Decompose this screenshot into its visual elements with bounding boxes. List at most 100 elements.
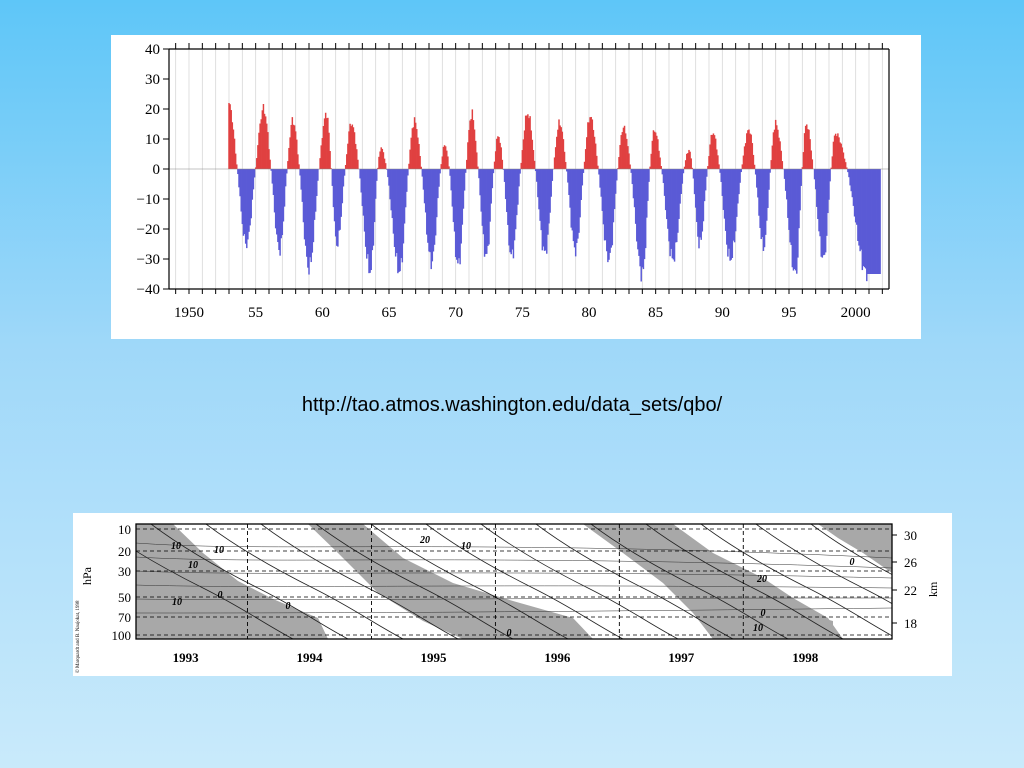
easterly-bar — [793, 169, 796, 269]
westerly-bar — [528, 118, 530, 169]
easterly-bar — [851, 169, 854, 198]
easterly-bar — [568, 169, 570, 196]
easterly-bar — [818, 169, 820, 232]
westerly-bar — [832, 141, 835, 169]
westerly-bar — [233, 138, 236, 169]
westerly-bar — [324, 112, 327, 169]
contour-value-label: 10 — [461, 541, 471, 552]
easterly-bar — [489, 169, 491, 222]
westerly-bar — [596, 155, 598, 169]
westerly-bar — [468, 129, 470, 169]
shaded-region — [818, 524, 892, 573]
easterly-bar — [787, 169, 789, 218]
westerly-bar — [658, 150, 660, 169]
easterly-bar — [728, 169, 730, 249]
westerly-bar — [530, 130, 532, 169]
easterly-bar — [390, 169, 392, 211]
westerly-bar — [381, 148, 384, 169]
easterly-bar — [514, 169, 517, 230]
easterly-bar — [299, 169, 301, 176]
easterly-bar — [598, 169, 600, 175]
source-url[interactable]: http://tao.atmos.washington.edu/data_set… — [301, 394, 723, 416]
easterly-bar — [547, 169, 549, 235]
westerly-bar — [418, 143, 420, 169]
easterly-bar — [362, 169, 365, 216]
westerly-bar — [713, 135, 716, 169]
easterly-bar — [643, 169, 646, 260]
westerly-bar — [558, 119, 560, 169]
easterly-bar — [667, 169, 669, 229]
westerly-bar — [652, 130, 655, 169]
westerly-bar — [808, 129, 810, 169]
westerly-bar — [447, 156, 449, 169]
westerly-bar — [297, 154, 299, 169]
easterly-bar — [506, 169, 508, 213]
easterly-bar — [754, 169, 757, 175]
easterly-bar — [519, 169, 521, 174]
easterly-bar — [537, 169, 539, 198]
easterly-bar — [282, 169, 285, 222]
shaded-region — [583, 524, 843, 639]
westerly-bar — [846, 167, 848, 169]
plot-frame — [135, 523, 893, 640]
easterly-bar — [601, 169, 604, 211]
y-tick-labels: 40 30 20 10 0 −10 −20 −30 −40 — [137, 42, 160, 298]
easterly-bar — [760, 169, 762, 240]
y-tick-label: 10 — [145, 132, 160, 148]
easterly-bar — [453, 169, 456, 232]
westerly-bar — [470, 119, 472, 169]
westerly-bar — [348, 131, 350, 169]
westerly-bar — [770, 160, 772, 169]
westerly-bar — [689, 151, 691, 169]
easterly-bar — [848, 169, 850, 178]
contour-value-label: 10 — [214, 545, 224, 556]
westerly-bar — [717, 155, 719, 169]
easterly-bar — [364, 169, 367, 247]
westerly-bar — [747, 130, 749, 169]
westerly-bar — [591, 119, 594, 169]
contour-value-label: 10 — [753, 623, 763, 634]
westerly-bar — [357, 159, 359, 169]
easterly-bar — [439, 169, 441, 174]
easterly-bar — [428, 169, 430, 252]
easterly-bar — [758, 169, 760, 216]
westerly-bar — [657, 139, 659, 169]
westerly-bar — [771, 145, 774, 169]
easterly-bar — [864, 169, 867, 269]
easterly-bar — [646, 169, 648, 218]
easterly-bar — [639, 169, 641, 267]
easterly-bar — [244, 169, 247, 244]
westerly-bar — [589, 117, 591, 169]
easterly-bar — [539, 169, 541, 221]
easterly-bar — [280, 169, 282, 239]
easterly-bar — [546, 169, 548, 254]
contour-line — [645, 524, 844, 639]
easterly-bar — [487, 169, 489, 246]
easterly-bar — [603, 169, 606, 241]
easterly-bar — [661, 169, 664, 175]
easterly-bar — [682, 169, 685, 174]
y-axis-label-right: km — [926, 581, 940, 597]
altitude-tick-label: 18 — [904, 616, 917, 631]
easterly-bar — [397, 169, 399, 274]
westerly-bar — [287, 161, 289, 169]
contour-line — [590, 524, 789, 639]
easterly-bar — [462, 169, 465, 209]
easterly-bar — [459, 169, 461, 265]
easterly-bar — [879, 169, 881, 274]
easterly-bar — [398, 169, 400, 272]
easterly-bar — [374, 169, 377, 199]
easterly-bar — [549, 169, 551, 213]
easterly-bar — [479, 169, 481, 196]
westerly-bar — [474, 140, 477, 169]
westerly-bar — [749, 133, 751, 169]
easterly-bar — [272, 169, 275, 195]
easterly-bar — [488, 169, 490, 245]
easterly-bar — [644, 169, 647, 249]
easterly-bar — [339, 169, 341, 230]
easterly-bar — [676, 169, 678, 243]
westerly-bar — [649, 166, 651, 169]
easterly-bar — [430, 169, 432, 270]
westerly-bar — [471, 109, 474, 169]
westerly-bar — [626, 138, 628, 169]
